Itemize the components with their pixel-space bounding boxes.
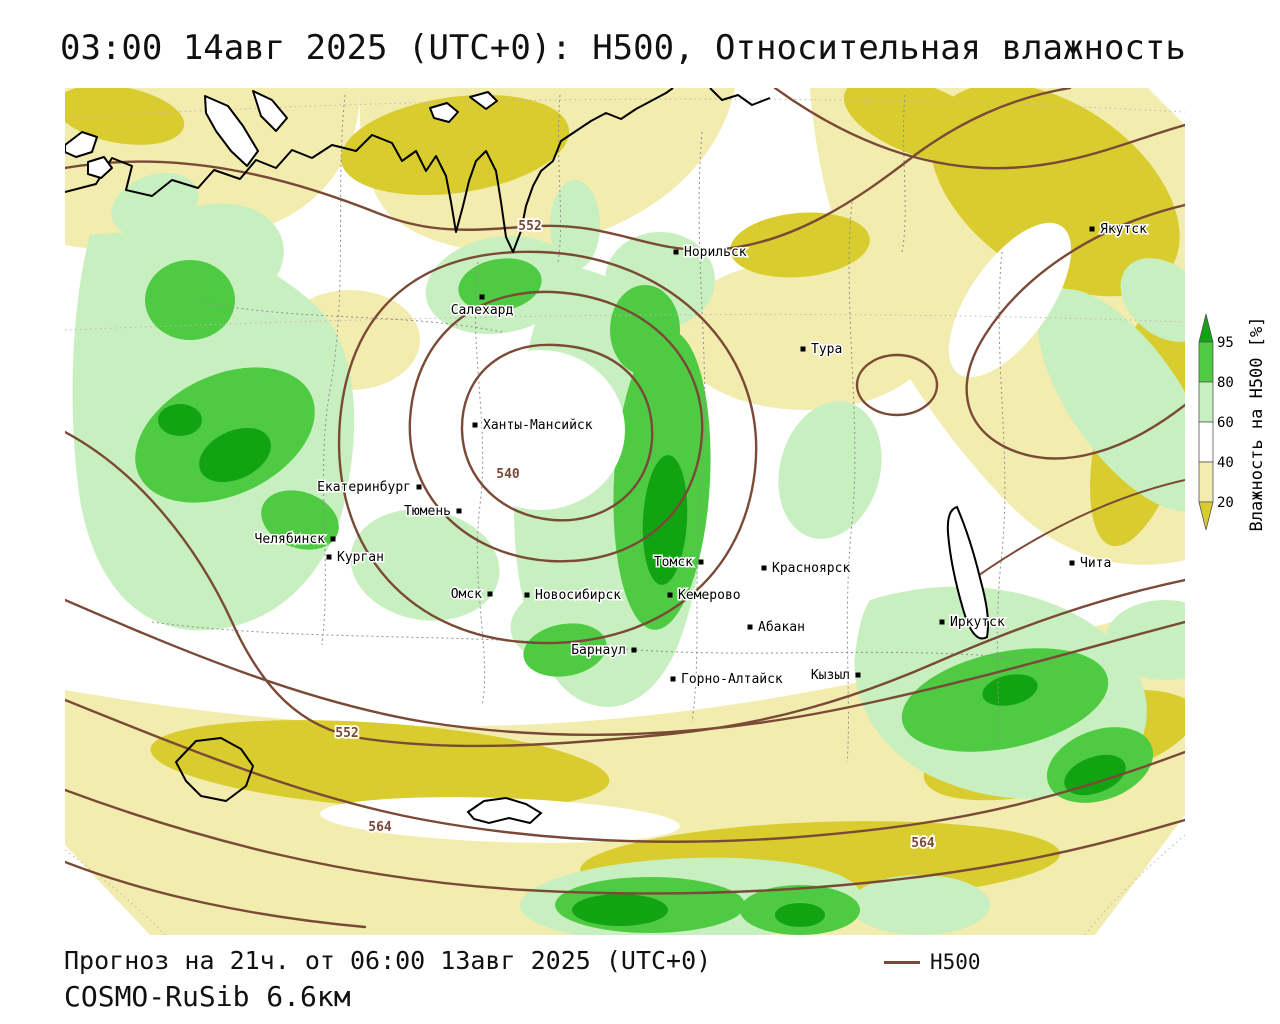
city-label: Салехард bbox=[451, 303, 514, 318]
colorbar-arrow-bottom bbox=[1198, 501, 1214, 531]
city-label: Абакан bbox=[758, 620, 805, 635]
admin-border-layer bbox=[151, 94, 1053, 763]
city-marker bbox=[939, 619, 945, 625]
city-label: Челябинск bbox=[255, 532, 326, 547]
contour-labels-layer: 552 540 552 564 564 bbox=[334, 217, 937, 853]
city-label: Якутск bbox=[1100, 222, 1147, 237]
h500-contour-layer bbox=[65, 88, 1185, 929]
city-marker bbox=[670, 676, 676, 682]
colorbar-seg-40-60 bbox=[1198, 421, 1214, 463]
forecast-info: Прогноз на 21ч. от 06:00 13авг 2025 (UTC… bbox=[64, 946, 712, 975]
city-marker bbox=[1069, 560, 1075, 566]
colorbar-seg-80-95 bbox=[1198, 341, 1214, 383]
city-label: Кемерово bbox=[678, 588, 741, 603]
cities-layer: Якутск Норильск Салехард Тура Ханты-Мансийск… bbox=[253, 221, 1149, 689]
city-label: Иркутск bbox=[950, 615, 1005, 630]
colorbar-seg-60-80 bbox=[1198, 381, 1214, 423]
colorbar-tick-95: 95 bbox=[1217, 335, 1234, 351]
h500-contour-label: 540 bbox=[496, 467, 520, 482]
colorbar-tick-20: 20 bbox=[1217, 495, 1234, 511]
city-label: Екатеринбург bbox=[317, 480, 411, 495]
city-marker bbox=[479, 294, 485, 300]
city-marker bbox=[1089, 226, 1095, 232]
city-marker bbox=[487, 591, 493, 597]
graticule-layer bbox=[65, 98, 1185, 935]
h500-contour-label: 564 bbox=[368, 820, 392, 835]
humidity-colorbar: 95 80 60 40 20 Влажность на H500 [%] bbox=[1198, 313, 1267, 532]
city-marker bbox=[673, 249, 679, 255]
city-label: Новосибирск bbox=[535, 588, 621, 603]
colorbar-tick-80: 80 bbox=[1217, 375, 1234, 391]
city-label: Ханты-Мансийск bbox=[483, 418, 593, 433]
colorbar-tick-40: 40 bbox=[1217, 455, 1234, 471]
city-marker bbox=[524, 592, 530, 598]
humidity-field-layer bbox=[65, 88, 1185, 935]
colorbar-arrow-top bbox=[1198, 313, 1214, 343]
city-marker bbox=[761, 565, 767, 571]
coastline-layer bbox=[65, 88, 990, 825]
city-marker bbox=[472, 422, 478, 428]
h500-contour-label: 552 bbox=[518, 219, 541, 234]
model-info: COSMO-RuSib 6.6км bbox=[64, 980, 351, 1013]
city-label: Тура bbox=[811, 342, 842, 357]
city-marker bbox=[416, 484, 422, 490]
city-marker bbox=[747, 624, 753, 630]
h500-legend: H500 bbox=[884, 950, 981, 974]
colorbar-seg-20-40 bbox=[1198, 461, 1214, 503]
city-marker bbox=[330, 536, 336, 542]
colorbar-title: Влажность на H500 [%] bbox=[1247, 317, 1267, 532]
city-label: Омск bbox=[451, 587, 482, 602]
city-label: Курган bbox=[337, 550, 384, 565]
city-marker bbox=[698, 559, 704, 565]
city-label: Кызыл bbox=[811, 668, 850, 683]
map-area: 552 540 552 564 564 Якутск Норильск Салехард Ту… bbox=[65, 88, 1185, 935]
city-label: Горно-Алтайск bbox=[681, 672, 783, 687]
city-label: Барнаул bbox=[571, 643, 626, 658]
city-label: Чита bbox=[1080, 556, 1111, 571]
h500-line-sample bbox=[884, 960, 920, 964]
colorbar-tick-60: 60 bbox=[1217, 415, 1234, 431]
h500-contour-label: 564 bbox=[911, 836, 935, 851]
h500-legend-label: H500 bbox=[930, 950, 981, 974]
city-label: Норильск bbox=[684, 245, 747, 260]
city-marker bbox=[326, 554, 332, 560]
city-marker bbox=[855, 672, 861, 678]
city-label: Томск bbox=[654, 555, 693, 570]
city-marker bbox=[800, 346, 806, 352]
city-marker bbox=[667, 592, 673, 598]
h500-contour-label: 552 bbox=[335, 726, 358, 741]
page-title: 03:00 14авг 2025 (UTC+0): H500, Относите… bbox=[60, 28, 1186, 68]
city-label: Красноярск bbox=[772, 561, 850, 576]
city-label: Тюмень bbox=[404, 504, 451, 519]
city-marker bbox=[456, 508, 462, 514]
city-marker bbox=[631, 647, 637, 653]
